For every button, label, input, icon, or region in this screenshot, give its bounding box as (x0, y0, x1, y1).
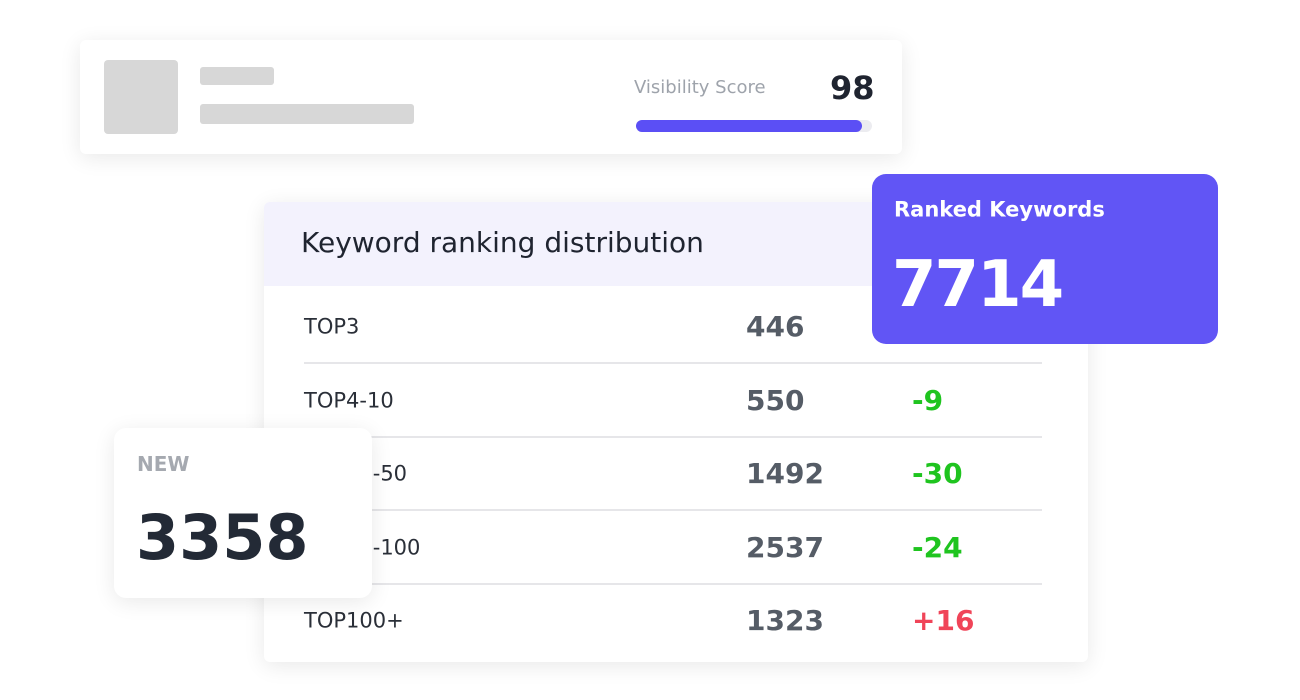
row-change: +16 (912, 604, 975, 637)
ranked-value: 7714 (892, 248, 1064, 322)
row-label: TOP100+ (304, 608, 404, 633)
row-change: -9 (912, 383, 944, 417)
site-card: Visibility Score 98 (80, 40, 902, 154)
row-divider (304, 435, 1042, 438)
text-placeholder (200, 104, 414, 124)
row-divider (304, 582, 1042, 585)
row-count: 1323 (746, 604, 824, 637)
progress-track (636, 120, 872, 132)
ranked-label: Ranked Keywords (894, 197, 1105, 222)
row-divider (304, 362, 1042, 364)
visibility-label: Visibility Score (634, 77, 766, 98)
new-value: 3358 (136, 501, 309, 574)
row-change: -30 (912, 457, 963, 490)
text-placeholder (200, 67, 274, 85)
site-logo-placeholder (104, 60, 178, 134)
visibility-score: 98 (830, 69, 875, 107)
ranked-card: Ranked Keywords 7714 (872, 174, 1218, 344)
new-card: NEW 3358 (114, 428, 372, 598)
row-count: 550 (746, 383, 805, 417)
row-count: 446 (746, 310, 805, 343)
new-label: NEW (137, 452, 190, 476)
row-count: 2537 (746, 530, 824, 564)
card-title: Keyword ranking distribution (301, 226, 704, 259)
row-label: TOP3 (304, 314, 360, 339)
row-divider (304, 509, 1042, 511)
row-change: -24 (912, 530, 963, 564)
row-count: 1492 (746, 457, 824, 490)
progress-fill (636, 120, 862, 132)
row-label: TOP4-10 (304, 388, 394, 412)
